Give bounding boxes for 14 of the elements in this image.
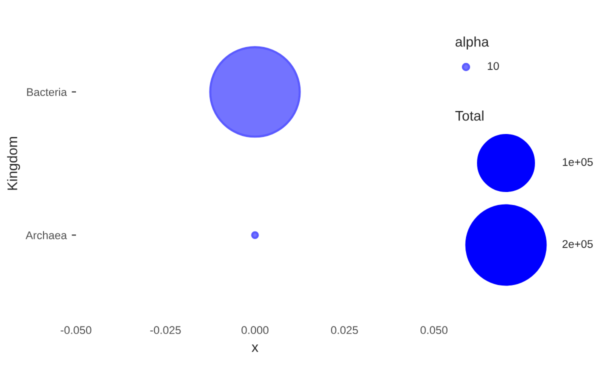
legend-label: 1e+05 [562,158,593,166]
x-tick-label: 0.050 [420,326,448,334]
x-tick-label: 0.000 [242,326,268,334]
y-tick-label: Bacteria [27,88,67,96]
y-axis-title: Kingdom [7,137,20,190]
legend-label: 10 [488,62,499,70]
x-tick-label: -0.025 [150,326,181,334]
x-axis-title: x [252,344,258,352]
legend-label: 2e+05 [562,240,593,248]
legend-title: alpha [456,36,489,50]
x-tick-label: 0.025 [331,326,358,334]
x-tick-label: -0.050 [60,326,92,334]
text: Total [455,110,484,121]
y-tick-label: Archaea [26,231,67,240]
